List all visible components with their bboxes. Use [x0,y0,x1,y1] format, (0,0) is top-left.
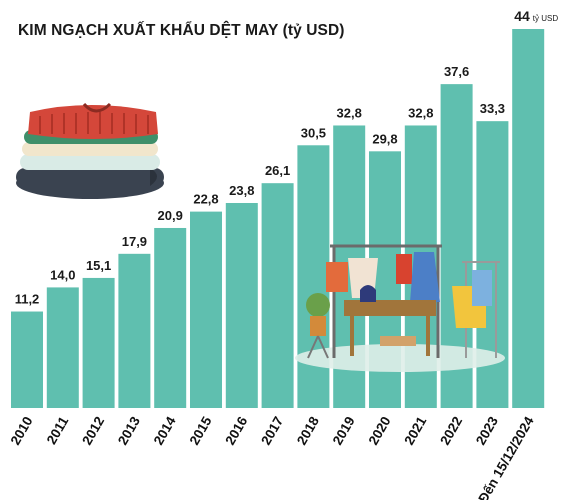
category-label-2014: 2014 [151,414,179,448]
category-label-2011: 2011 [44,414,72,447]
category-labels-group: 2010 2011 2012 2013 2014 2015 2016 2017 2018 2019… [8,414,537,500]
category-label-2010: 2010 [8,414,36,448]
value-label-2010: 11,2 [15,292,40,307]
category-label-2023: 2023 [473,414,501,448]
value-label-2014: 20,9 [158,208,183,223]
value-label-2020: 29,8 [372,131,397,146]
category-label-2020: 2020 [366,414,394,448]
bar-2018 [297,145,330,408]
value-label-2012: 15,1 [86,258,111,273]
value-labels-group: 11,2 14,0 15,1 17,9 20,9 22,8 23,8 26,1 30,5 32,8… [15,8,559,307]
value-label-2019: 32,8 [337,105,362,120]
value-label-2017: 26,1 [265,163,290,178]
bar-Đến 15/12/2024 [512,29,545,408]
value-label-2021: 32,8 [408,105,433,120]
value-label-2011: 14,0 [50,267,75,282]
category-label-2022: 2022 [437,414,465,448]
clothing-rack-shop-icon [295,244,505,372]
folded-clothes-stack-icon [16,102,164,199]
category-label-2019: 2019 [330,414,358,448]
category-label-2013: 2013 [115,414,143,448]
value-label-2018: 30,5 [301,125,326,140]
bar-2015 [190,211,222,408]
chart-title: KIM NGẠCH XUẤT KHẨU DỆT MAY (tỷ USD) [18,22,345,39]
bar-2013 [118,253,151,408]
category-label-2021: 2021 [401,414,429,448]
bar-2012 [82,277,115,408]
value-label-2022: 37,6 [444,64,469,79]
value-label-2023: 33,3 [480,101,505,116]
bar-2016 [225,202,258,408]
value-label-2016: 23,8 [229,183,254,198]
value-label-Đến 15/12/2024: 44 tỷ USD [514,8,558,24]
bar-2014 [154,227,187,408]
category-label-2012: 2012 [79,414,107,448]
bar-2010 [11,311,43,408]
bar-2011 [46,287,79,408]
category-label-2017: 2017 [258,414,286,448]
category-label-2016: 2016 [222,414,250,448]
bar-2017 [261,183,294,408]
category-label-2018: 2018 [294,414,322,448]
value-label-2013: 17,9 [122,234,147,249]
category-label-2015: 2015 [187,414,215,448]
value-label-2015: 22,8 [193,192,218,207]
